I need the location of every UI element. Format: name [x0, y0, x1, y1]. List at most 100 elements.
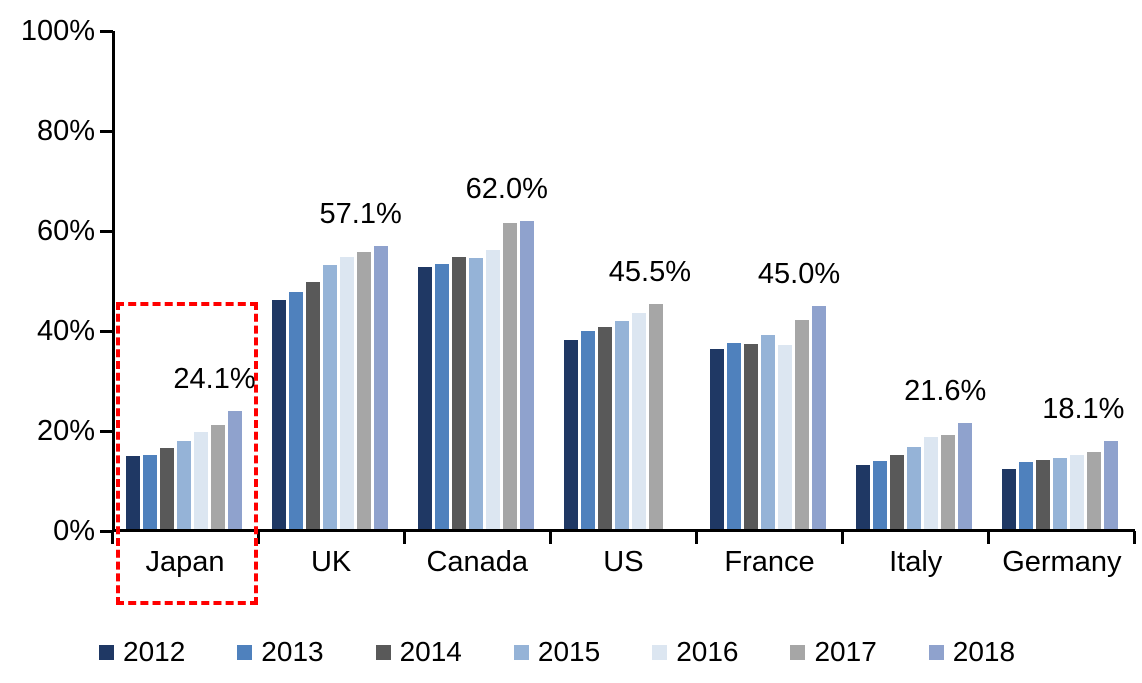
y-axis-tick — [100, 329, 113, 333]
data-label-uk: 57.1% — [319, 197, 402, 230]
bar-canada-2013 — [434, 264, 449, 529]
bar-italy-2013 — [873, 461, 888, 529]
y-axis-tick — [100, 429, 113, 433]
y-axis-tick — [100, 29, 113, 33]
bar-uk-2014 — [305, 281, 320, 529]
bar-us-2012 — [563, 340, 578, 529]
bar-germany-2014 — [1036, 459, 1051, 529]
category-label-canada: Canada — [426, 546, 529, 578]
bar-germany-2013 — [1019, 461, 1034, 529]
bar-japan-2015 — [176, 440, 191, 529]
y-axis-tick-label: 0% — [53, 515, 95, 547]
bar-italy-2016 — [924, 436, 939, 529]
category-label-france: France — [724, 546, 815, 578]
legend-label-2015: 2015 — [537, 636, 601, 667]
category-label-uk: UK — [310, 546, 352, 578]
x-axis-tick — [256, 531, 260, 544]
bar-uk-2017 — [356, 252, 371, 529]
legend-item-2012: 2012 — [99, 637, 185, 667]
x-axis-tick — [548, 531, 552, 544]
legend-swatch-2018 — [928, 644, 944, 660]
legend-label-2014: 2014 — [399, 636, 462, 667]
bar-uk-2016 — [339, 256, 354, 529]
x-axis-tick — [402, 531, 406, 544]
bar-japan-2013 — [142, 455, 157, 529]
data-label-us: 45.5% — [608, 255, 692, 288]
y-axis-tick-label: 100% — [20, 15, 95, 47]
bar-france-2016 — [778, 345, 793, 529]
bar-japan-2018 — [227, 410, 242, 529]
y-axis-tick-label: 40% — [36, 315, 95, 347]
bar-france-2013 — [727, 342, 742, 529]
legend-swatch-2013 — [237, 644, 253, 660]
bar-uk-2015 — [322, 265, 337, 529]
x-axis-line — [112, 529, 1135, 532]
bar-italy-2014 — [890, 455, 905, 529]
legend-item-2018: 2018 — [928, 636, 1016, 667]
bar-france-2012 — [710, 348, 725, 529]
bar-france-2018 — [812, 306, 827, 529]
data-label-germany: 18.1% — [1042, 392, 1125, 425]
legend-swatch-2012 — [99, 644, 114, 660]
legend-swatch-2016 — [652, 644, 668, 660]
y-axis-tick-label: 60% — [36, 215, 95, 247]
y-axis-tick — [100, 129, 113, 133]
bar-germany-2015 — [1053, 458, 1068, 529]
legend-swatch-2015 — [513, 644, 529, 660]
bar-germany-2017 — [1087, 451, 1102, 529]
y-axis-line — [112, 31, 115, 532]
category-label-us: US — [603, 546, 644, 578]
bar-canada-2018 — [519, 221, 534, 529]
bar-us-2016 — [631, 313, 646, 529]
legend-label-2018: 2018 — [952, 636, 1016, 667]
legend-item-2015: 2015 — [513, 636, 601, 667]
x-axis-tick — [1133, 531, 1137, 544]
legend-swatch-2014 — [375, 644, 391, 660]
bar-canada-2017 — [502, 223, 517, 529]
bar-italy-2015 — [907, 447, 922, 529]
legend-item-2016: 2016 — [652, 637, 738, 667]
japan-highlight-dashed-box — [116, 302, 258, 605]
bar-us-2017 — [648, 303, 663, 529]
legend-item-2014: 2014 — [375, 636, 462, 667]
legend-item-2017: 2017 — [790, 636, 877, 667]
bar-france-2015 — [761, 334, 776, 529]
bar-canada-2014 — [451, 256, 466, 529]
x-axis-tick — [110, 531, 114, 544]
bar-germany-2012 — [1002, 468, 1017, 529]
data-label-canada: 62.0% — [465, 173, 548, 205]
bar-us-2013 — [580, 331, 595, 529]
bar-germany-2016 — [1070, 455, 1085, 529]
bar-uk-2012 — [271, 299, 286, 529]
bar-canada-2016 — [485, 250, 500, 529]
x-axis-tick — [695, 531, 699, 544]
bar-germany-2018 — [1104, 440, 1119, 529]
bar-japan-2017 — [210, 425, 225, 529]
bar-italy-2017 — [941, 435, 956, 529]
bar-japan-2014 — [159, 447, 174, 529]
legend-label-2017: 2017 — [814, 636, 877, 667]
bar-canada-2012 — [417, 266, 432, 529]
bar-italy-2012 — [856, 465, 871, 529]
legend-label-2016: 2016 — [676, 636, 739, 667]
bar-us-2015 — [614, 321, 629, 529]
legend-item-2013: 2013 — [237, 636, 324, 667]
bar-uk-2018 — [373, 245, 388, 529]
bar-france-2014 — [744, 343, 759, 529]
y-axis-tick-label: 80% — [36, 115, 95, 147]
category-label-italy: Italy — [889, 546, 943, 578]
bar-italy-2018 — [958, 423, 973, 529]
legend-label-2012: 2012 — [123, 636, 186, 667]
bar-uk-2013 — [288, 292, 303, 529]
bar-france-2017 — [795, 319, 810, 529]
legend-label-2013: 2013 — [261, 636, 324, 667]
bar-japan-2016 — [193, 431, 208, 529]
bar-canada-2015 — [468, 257, 483, 529]
bar-japan-2012 — [125, 456, 140, 529]
data-label-france: 45.0% — [757, 258, 841, 290]
y-axis-tick-label: 20% — [36, 415, 95, 447]
legend: 2012 2013 2014 2015 2016 2017 2018 — [99, 637, 1015, 667]
data-label-italy: 21.6% — [904, 375, 987, 407]
x-axis-tick — [841, 531, 845, 544]
